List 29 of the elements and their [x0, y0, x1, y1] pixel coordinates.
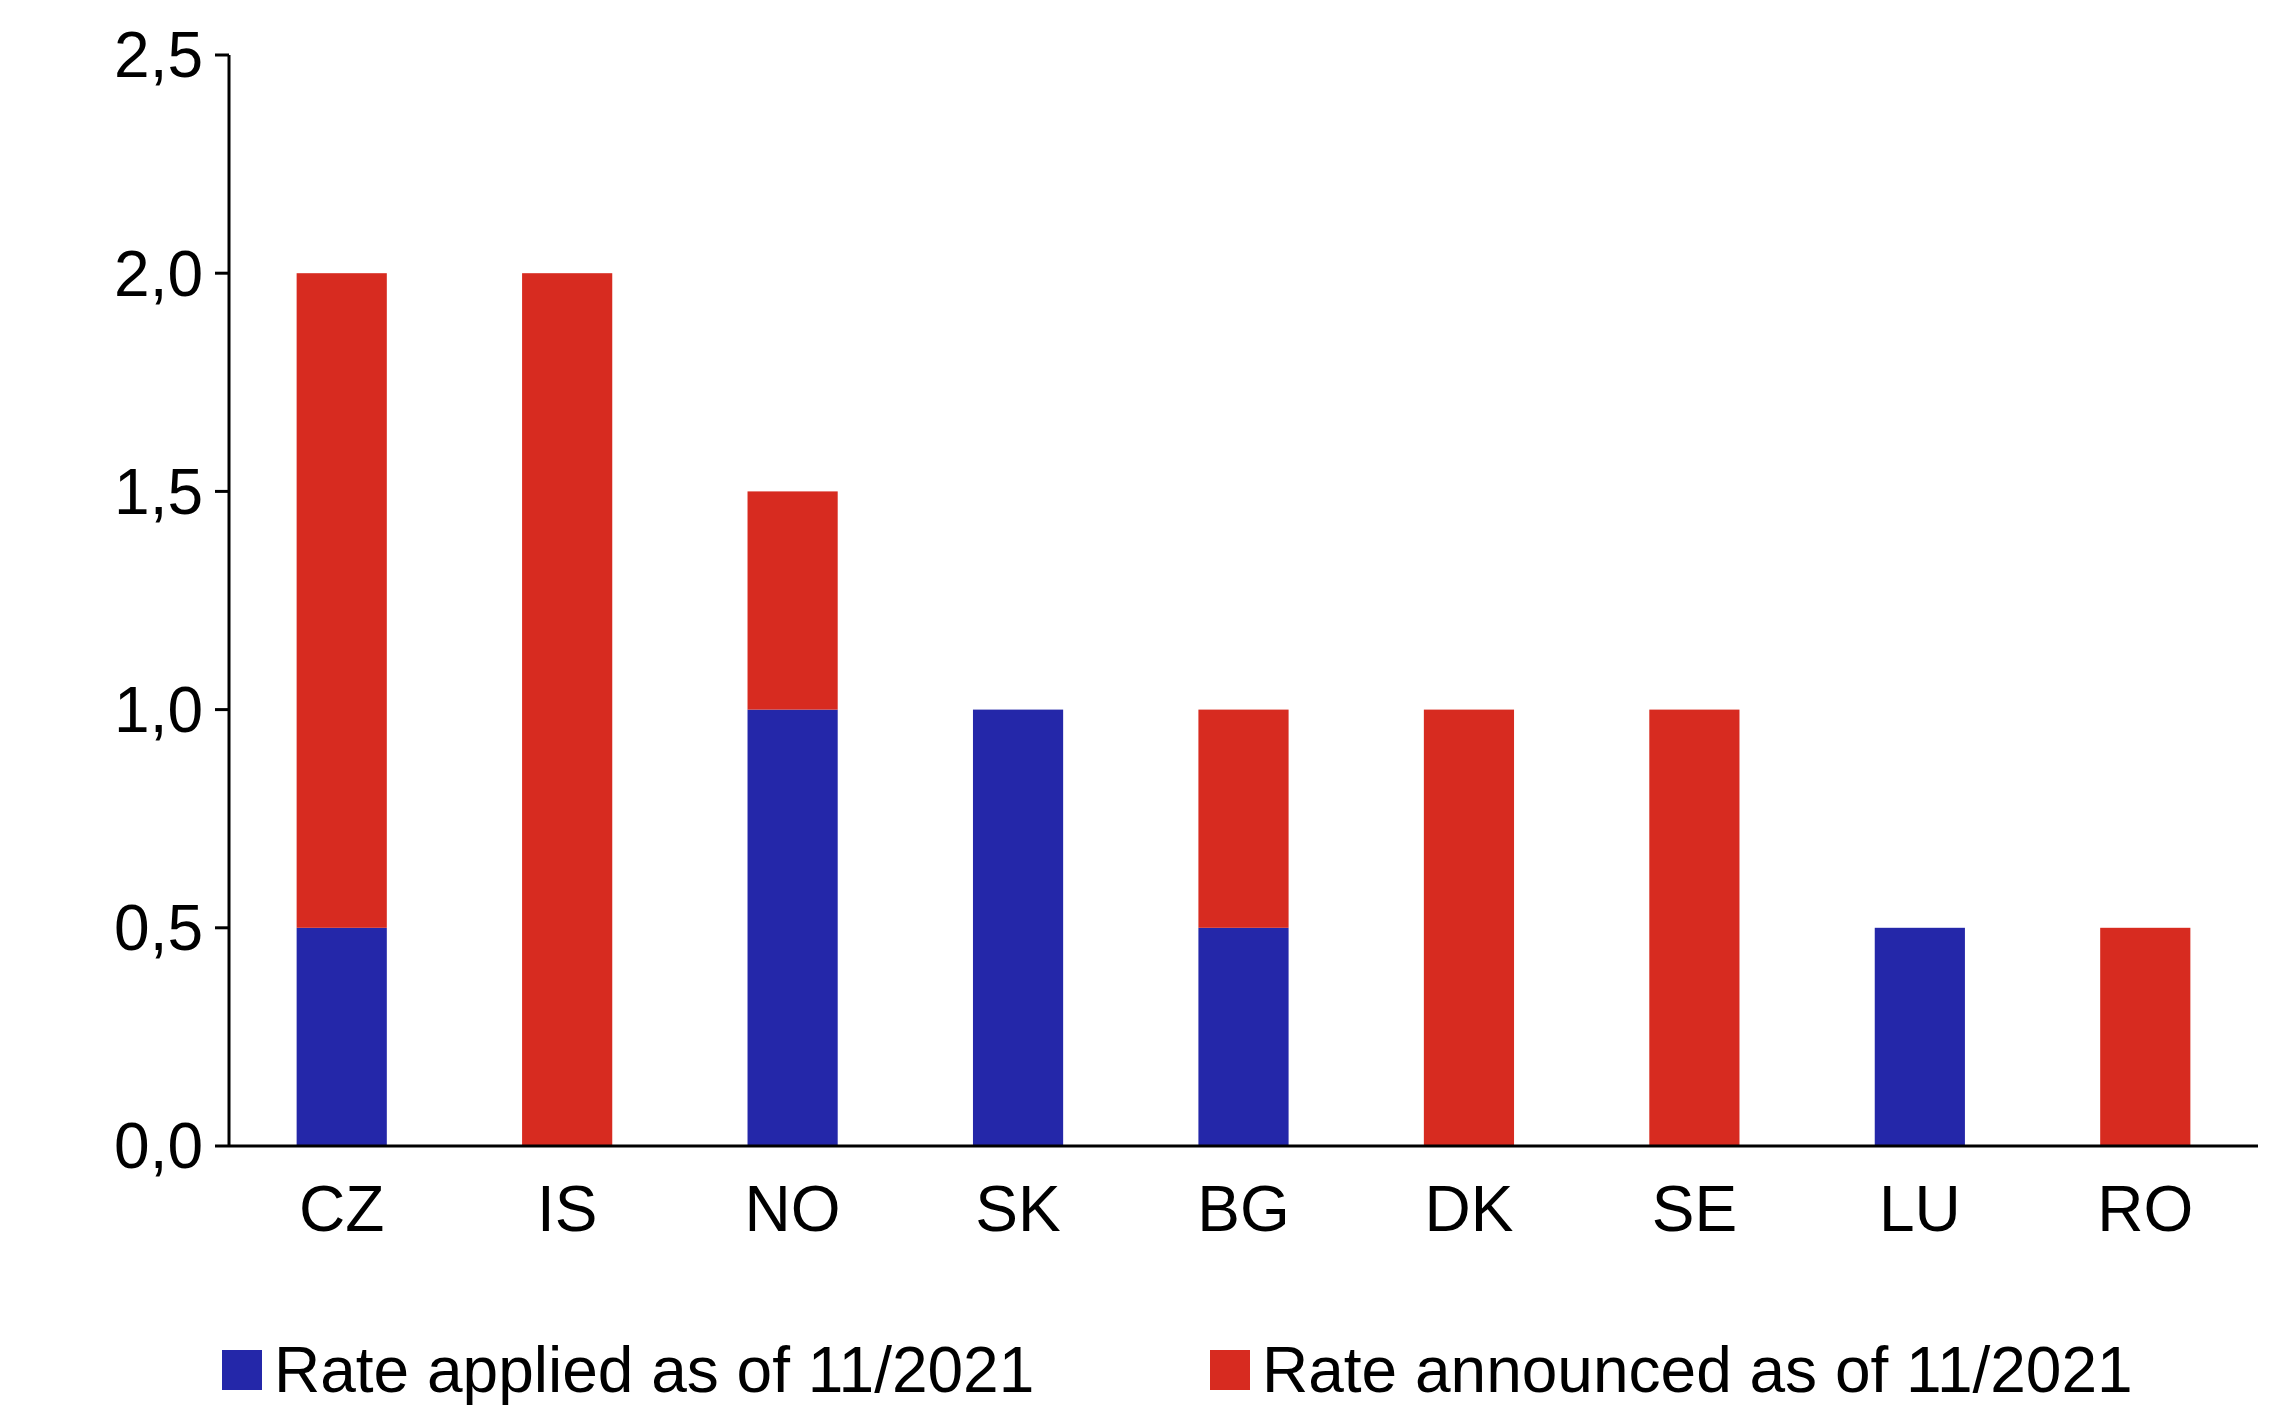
- y-tick-label: 0,0: [114, 1110, 203, 1183]
- x-tick-label: CZ: [299, 1173, 385, 1245]
- x-tick-label: BG: [1197, 1173, 1290, 1245]
- x-tick-label: SK: [975, 1173, 1061, 1245]
- bar: [1649, 709, 1740, 1146]
- x-tick-label: SE: [1651, 1173, 1738, 1245]
- x-tick-label: RO: [2097, 1173, 2194, 1245]
- bar: [296, 273, 387, 928]
- bar: [296, 927, 387, 1146]
- y-tick-label: 2,0: [114, 237, 203, 310]
- x-tick-label: DK: [1424, 1173, 1514, 1245]
- bar: [747, 709, 838, 1146]
- legend-label: Rate applied as of 11/2021: [274, 1334, 1035, 1407]
- bar: [747, 491, 838, 710]
- bar: [1423, 709, 1515, 1146]
- bar: [1198, 709, 1289, 928]
- y-tick-label: 1,5: [114, 455, 203, 528]
- legend-label: Rate announced as of 11/2021: [1262, 1334, 2133, 1407]
- bar: [972, 709, 1064, 1146]
- y-tick-label: 1,0: [114, 674, 203, 746]
- bar: [522, 273, 613, 1146]
- bar: [2100, 927, 2191, 1146]
- x-tick-label: NO: [744, 1173, 841, 1245]
- bar: [1198, 927, 1289, 1146]
- x-tick-label: IS: [536, 1173, 598, 1245]
- y-tick-label: 0,5: [114, 892, 203, 965]
- bar: [1874, 927, 1965, 1146]
- y-tick-label: 2,5: [114, 19, 203, 92]
- x-tick-label: LU: [1878, 1173, 1961, 1245]
